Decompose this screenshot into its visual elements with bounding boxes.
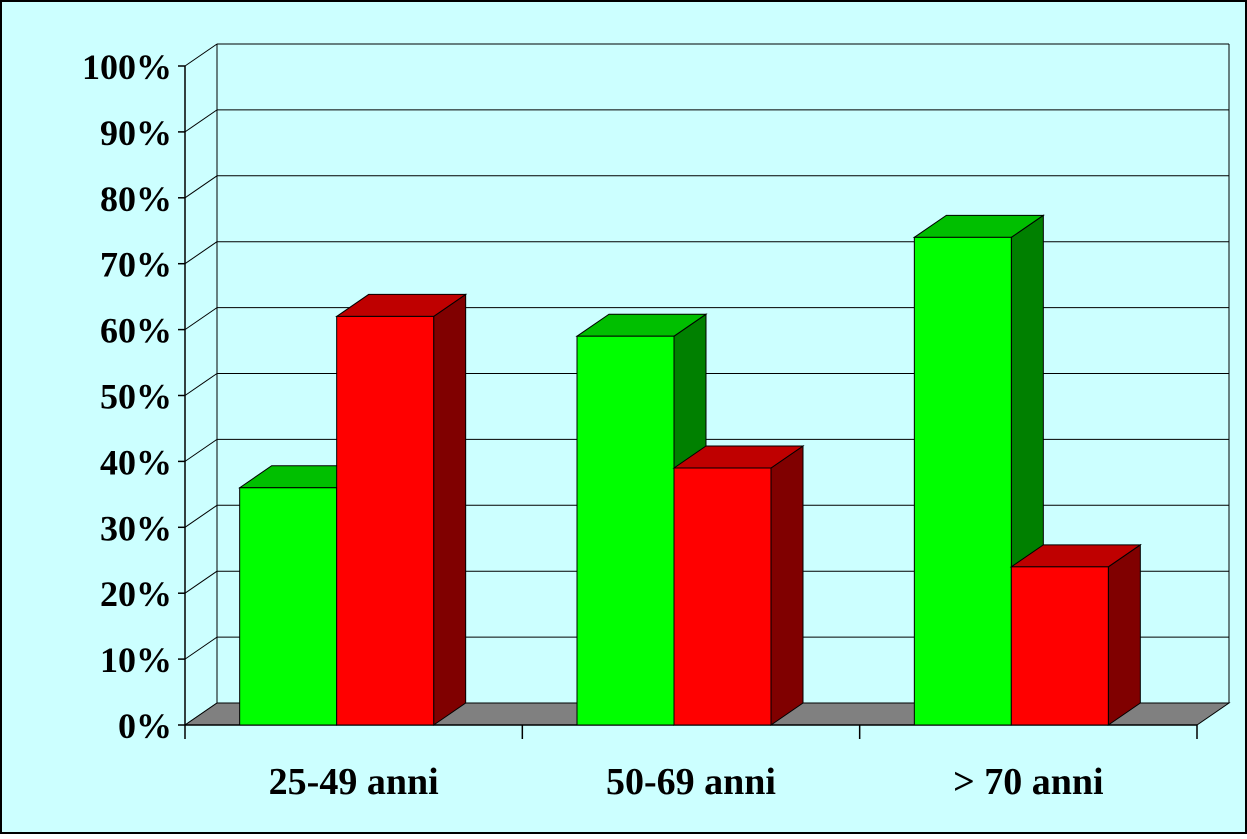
y-tick-label: 30% bbox=[100, 508, 172, 548]
bar-side bbox=[1107, 543, 1141, 726]
y-tick-label: 10% bbox=[100, 640, 172, 680]
x-tick-label: 50-69 anni bbox=[606, 761, 776, 803]
gridline-diagonal bbox=[184, 373, 218, 396]
gridline-diagonal bbox=[184, 109, 218, 133]
bar-side bbox=[433, 293, 467, 726]
bar-front bbox=[1010, 566, 1109, 726]
gridline-diagonal bbox=[184, 504, 218, 528]
y-tick-label: 70% bbox=[100, 245, 172, 285]
gridline-diagonal bbox=[184, 307, 218, 331]
gridline-diagonal bbox=[184, 43, 218, 67]
bar bbox=[1009, 543, 1142, 726]
y-tick-label: 40% bbox=[100, 442, 172, 482]
gridline-diagonal bbox=[184, 570, 218, 594]
bar bbox=[672, 445, 805, 726]
gridline-diagonal bbox=[184, 241, 218, 265]
y-tick-label: 0% bbox=[118, 706, 172, 746]
gridline-diagonal bbox=[184, 175, 218, 199]
gridline-diagonal bbox=[184, 438, 218, 462]
bar-front bbox=[673, 467, 772, 726]
bar-front bbox=[913, 236, 1012, 726]
y-tick-label: 50% bbox=[100, 377, 172, 417]
bar-front bbox=[239, 487, 338, 726]
y-tick-label: 20% bbox=[100, 574, 172, 614]
y-tick-label: 80% bbox=[100, 179, 172, 219]
bar-front bbox=[576, 335, 675, 726]
x-tick-label: 25-49 anni bbox=[269, 761, 439, 803]
gridline-diagonal bbox=[184, 636, 218, 660]
bar-side bbox=[770, 445, 804, 726]
bar-front bbox=[336, 315, 435, 726]
y-tick-label: 60% bbox=[100, 311, 172, 351]
bar bbox=[335, 293, 468, 726]
x-tick-label: > 70 anni bbox=[953, 761, 1103, 803]
y-tick-label: 90% bbox=[100, 113, 172, 153]
y-tick-label: 100% bbox=[82, 47, 172, 87]
